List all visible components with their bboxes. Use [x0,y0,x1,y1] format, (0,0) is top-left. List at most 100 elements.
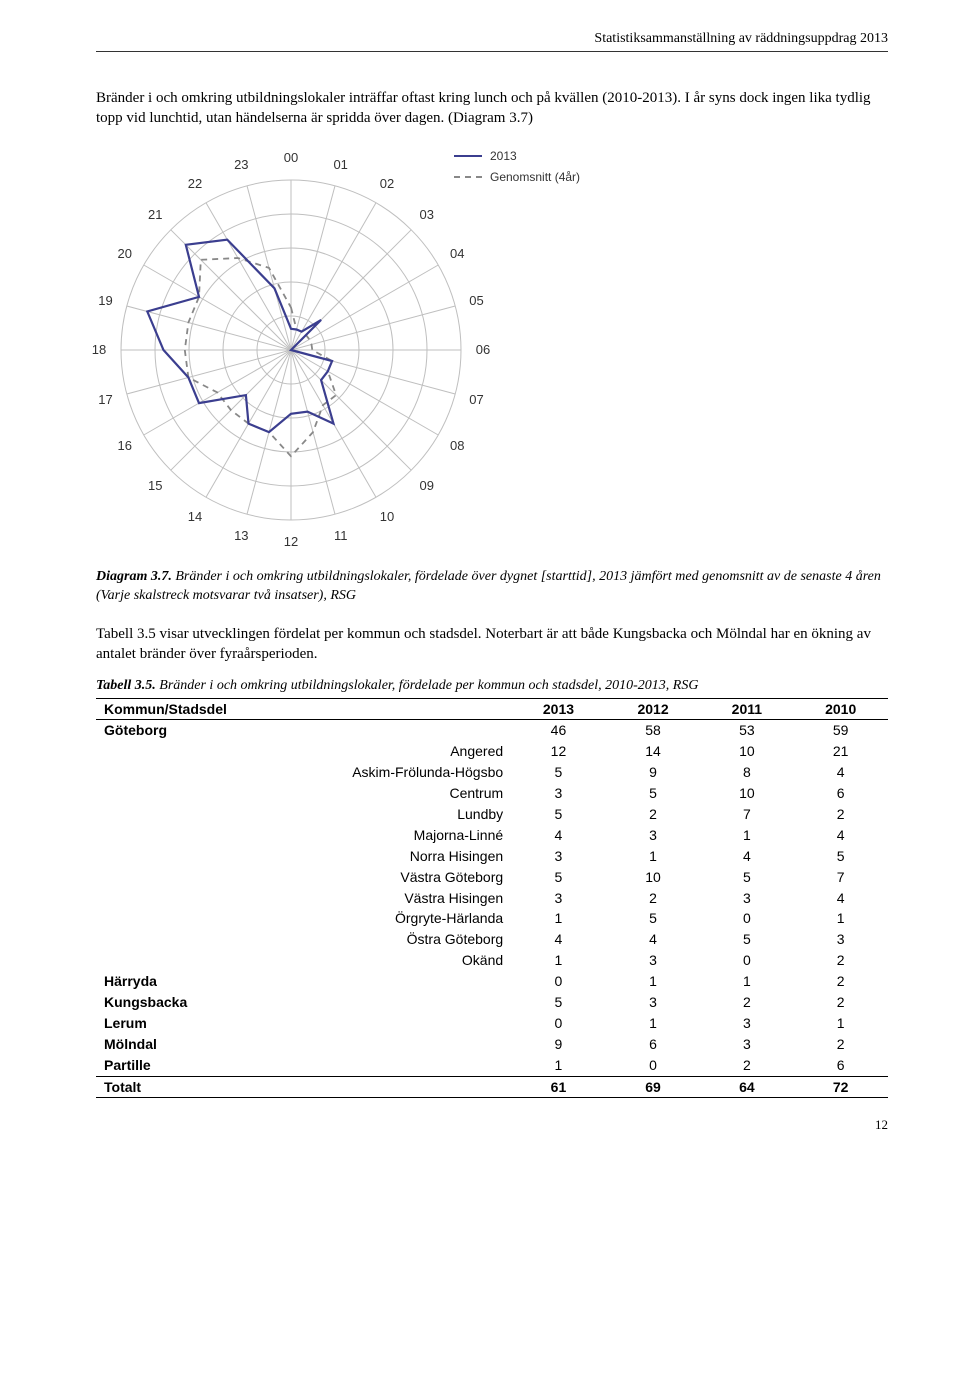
row-cell: 10 [606,867,701,888]
radar-hour-label: 18 [92,342,106,360]
row-name: Centrum [96,783,511,804]
row-cell: 1 [793,1013,888,1034]
table-row: Askim-Frölunda-Högsbo5984 [96,762,888,783]
row-cell: 1 [793,908,888,929]
radar-hour-label: 10 [380,508,394,526]
row-cell: 1 [511,908,606,929]
row-cell: 0 [606,1055,701,1076]
radar-hour-label: 12 [284,534,298,552]
row-cell: 5 [511,867,606,888]
table-caption-text: Bränder i och omkring utbildningslokaler… [156,678,699,693]
diagram-caption-text: Bränder i och omkring utbildningslokaler… [96,569,881,603]
paragraph-1: Bränder i och omkring utbildningslokaler… [96,88,888,129]
table-row: Örgryte-Härlanda1501 [96,908,888,929]
row-cell: 9 [511,1034,606,1055]
row-name: Lundby [96,804,511,825]
row-cell: 7 [793,867,888,888]
row-cell: 3 [511,888,606,909]
row-cell: 4 [793,762,888,783]
row-cell: 46 [511,720,606,741]
row-cell: 5 [700,929,793,950]
row-name: Majorna-Linné [96,825,511,846]
legend-item: 2013 [454,148,580,164]
row-cell: 3 [511,846,606,867]
row-cell: 5 [700,867,793,888]
row-name: Kungsbacka [96,992,511,1013]
row-cell: 0 [511,971,606,992]
row-cell: 3 [700,1013,793,1034]
row-cell: 2 [793,992,888,1013]
row-cell: 12 [511,741,606,762]
row-cell: 6 [793,783,888,804]
table-row: Västra Hisingen3234 [96,888,888,909]
table-caption-num: Tabell 3.5. [96,678,156,693]
radar-hour-label: 09 [420,477,434,495]
table-caption: Tabell 3.5. Bränder i och omkring utbild… [96,677,888,696]
table-row: Partille1026 [96,1055,888,1076]
radar-hour-label: 13 [234,527,248,545]
row-cell: 5 [606,908,701,929]
row-cell: 5 [511,804,606,825]
row-cell: 4 [606,929,701,950]
table-row: Mölndal9632 [96,1034,888,1055]
radar-hour-label: 04 [450,246,464,264]
row-cell: 1 [511,1055,606,1076]
radar-hour-label: 05 [469,292,483,310]
row-cell: 7 [700,804,793,825]
row-cell: 21 [793,741,888,762]
row-cell: 3 [606,825,701,846]
legend-swatch [454,155,482,157]
diagram-caption: Diagram 3.7. Bränder i och omkring utbil… [96,568,888,606]
row-cell: 9 [606,762,701,783]
row-cell: 3 [793,929,888,950]
row-cell: 1 [606,1013,701,1034]
table-row: Centrum35106 [96,783,888,804]
row-cell: 2 [606,888,701,909]
page-header: Statistiksammanställning av räddningsupp… [96,30,888,52]
row-name: Angered [96,741,511,762]
row-cell: 5 [511,992,606,1013]
row-cell: 3 [606,950,701,971]
row-cell: 53 [700,720,793,741]
row-cell: 6 [793,1055,888,1076]
row-cell: 1 [606,846,701,867]
row-cell: 3 [700,1034,793,1055]
row-cell: 8 [700,762,793,783]
radar-hour-label: 17 [98,391,112,409]
row-name: Mölndal [96,1034,511,1055]
legend-swatch [454,176,482,178]
totals-cell: 72 [793,1076,888,1098]
row-cell: 59 [793,720,888,741]
row-name: Okänd [96,950,511,971]
radar-hour-label: 22 [188,175,202,193]
row-cell: 3 [606,992,701,1013]
table-col-header: Kommun/Stadsdel [96,698,511,720]
radar-hour-label: 16 [117,438,131,456]
row-cell: 1 [511,950,606,971]
table-header-row: Kommun/Stadsdel2013201220112010 [96,698,888,720]
table-row: Lundby5272 [96,804,888,825]
row-cell: 2 [606,804,701,825]
radar-hour-label: 19 [98,292,112,310]
totals-cell: 61 [511,1076,606,1098]
radar-hour-label: 21 [148,206,162,224]
radar-legend: 2013 Genomsnitt (4år) [454,148,580,188]
row-cell: 5 [511,762,606,783]
row-cell: 4 [700,846,793,867]
row-cell: 14 [606,741,701,762]
row-cell: 10 [700,783,793,804]
radar-svg [76,140,596,560]
legend-item: Genomsnitt (4år) [454,169,580,185]
legend-label: Genomsnitt (4år) [490,169,580,185]
row-name: Västra Göteborg [96,867,511,888]
row-cell: 2 [793,804,888,825]
table-col-header: 2011 [700,698,793,720]
row-cell: 0 [511,1013,606,1034]
radar-hour-label: 01 [333,156,347,174]
row-name: Lerum [96,1013,511,1034]
row-cell: 2 [793,950,888,971]
row-name: Norra Hisingen [96,846,511,867]
row-name: Västra Hisingen [96,888,511,909]
radar-hour-label: 02 [380,175,394,193]
table-totals-row: Totalt61696472 [96,1076,888,1098]
